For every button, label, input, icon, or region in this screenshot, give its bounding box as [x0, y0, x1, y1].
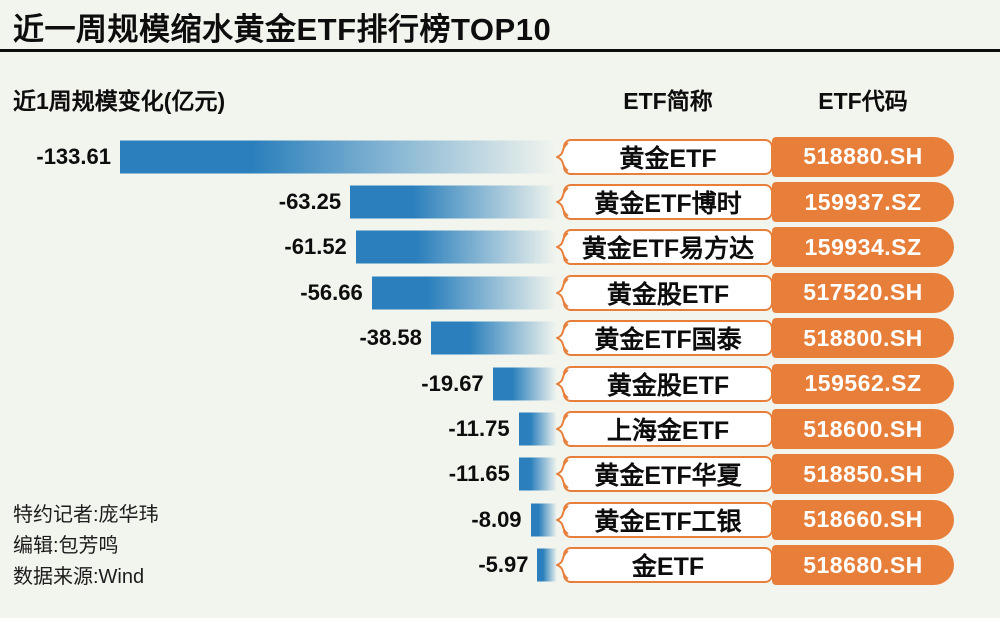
change-bar: [430, 321, 557, 355]
etf-name-label: 黄金ETF易方达: [581, 235, 755, 264]
etf-name-box: 黄金ETF工银: [556, 501, 773, 538]
name-box-left-tip-icon: [556, 459, 569, 490]
etf-name-box: 黄金股ETF: [556, 274, 773, 311]
etf-name-box: 黄金股ETF: [556, 365, 773, 402]
etf-row: -133.61 黄金ETF 518880.SH: [0, 134, 1000, 179]
change-value: -38.58: [359, 325, 422, 351]
change-bar: [518, 412, 557, 446]
change-value: -19.67: [421, 370, 484, 396]
change-bar: [518, 457, 557, 491]
change-value: -63.25: [278, 189, 342, 215]
name-box-left-tip-icon: [556, 323, 569, 354]
etf-name-box: 黄金ETF华夏: [556, 456, 773, 493]
etf-row: -5.97 金ETF 518680.SH: [0, 543, 1000, 588]
change-value: -8.09: [471, 506, 522, 532]
etf-name-label: 金ETF: [631, 553, 705, 582]
column-header-name: ETF简称: [623, 88, 713, 114]
etf-code-badge: 159562.SZ: [772, 363, 954, 404]
etf-row: -56.66 黄金股ETF 517520.SH: [0, 270, 1000, 315]
credit-source: 数据来源:Wind: [13, 566, 145, 588]
etf-row: -61.52 黄金ETF易方达 159934.SZ: [0, 225, 1000, 270]
etf-row: -11.65 黄金ETF华夏 518850.SH: [0, 452, 1000, 497]
etf-name-label: 黄金ETF: [619, 144, 717, 173]
name-box-left-tip-icon: [556, 141, 569, 172]
name-box-left-tip-icon: [556, 187, 569, 217]
credit-editor: 编辑:包芳鸣: [13, 535, 119, 557]
etf-code-badge: 518660.SH: [772, 499, 954, 540]
change-value: -56.66: [300, 279, 363, 305]
name-box-left-tip-icon: [556, 232, 569, 263]
name-box-left-tip-icon: [556, 414, 569, 444]
etf-row: -63.25 黄金ETF博时 159937.SZ: [0, 179, 1000, 224]
name-box-left-tip-icon: [556, 550, 569, 581]
etf-code-badge: 159934.SZ: [772, 227, 954, 268]
change-value: -133.61: [36, 143, 111, 169]
change-bar: [350, 185, 557, 219]
etf-name-box: 上海金ETF: [556, 411, 773, 448]
etf-name-box: 黄金ETF博时: [556, 184, 773, 221]
etf-name-box: 黄金ETF国泰: [556, 320, 773, 357]
etf-name-box: 黄金ETF易方达: [556, 229, 773, 266]
credits-block: 特约记者:庞华玮 编辑:包芳鸣 数据来源:Wind: [13, 500, 159, 593]
etf-row: -38.58 黄金ETF国泰 518800.SH: [0, 316, 1000, 361]
etf-name-label: 黄金股ETF: [606, 371, 730, 400]
etf-name-label: 黄金ETF博时: [594, 190, 742, 219]
change-value: -61.52: [284, 234, 347, 260]
etf-code-badge: 518600.SH: [772, 409, 954, 450]
name-box-left-tip-icon: [556, 505, 569, 535]
etf-code-badge: 518680.SH: [772, 545, 954, 586]
etf-code-badge: 518850.SH: [772, 454, 954, 495]
change-value: -11.75: [448, 416, 510, 442]
name-box-left-tip-icon: [556, 278, 569, 308]
etf-name-label: 上海金ETF: [606, 417, 730, 446]
etf-name-label: 黄金股ETF: [606, 280, 730, 309]
etf-row: -19.67 黄金股ETF 159562.SZ: [0, 361, 1000, 406]
page-title: 近一周规模缩水黄金ETF排行榜TOP10: [13, 12, 552, 47]
credit-reporter: 特约记者:庞华玮: [13, 504, 159, 526]
etf-name-box: 金ETF: [556, 547, 773, 584]
change-bar: [120, 140, 557, 174]
change-bar: [355, 230, 557, 264]
etf-row: -8.09 黄金ETF工银 518660.SH: [0, 497, 1000, 542]
name-box-left-tip-icon: [556, 368, 569, 399]
change-bar: [537, 548, 557, 582]
etf-code-badge: 159937.SZ: [772, 182, 954, 223]
change-bar: [492, 367, 557, 401]
etf-name-box: 黄金ETF: [556, 138, 773, 175]
etf-row: -11.75 上海金ETF 518600.SH: [0, 406, 1000, 451]
etf-name-label: 黄金ETF国泰: [594, 326, 742, 355]
etf-code-badge: 518880.SH: [772, 136, 954, 177]
column-header-code: ETF代码: [818, 88, 908, 114]
etf-ranking-list: -133.61 黄金ETF 518880.SH -63.25 黄金ETF博时 1…: [0, 134, 1000, 588]
change-value: -11.65: [448, 461, 510, 487]
title-divider: [0, 49, 1000, 52]
change-value: -5.97: [478, 552, 529, 578]
change-bar: [371, 276, 557, 310]
column-header-change: 近1周规模变化(亿元): [13, 88, 226, 114]
etf-code-badge: 517520.SH: [772, 272, 954, 313]
etf-name-label: 黄金ETF华夏: [594, 462, 742, 491]
etf-code-badge: 518800.SH: [772, 318, 954, 359]
change-bar: [530, 503, 557, 537]
etf-name-label: 黄金ETF工银: [594, 507, 742, 536]
